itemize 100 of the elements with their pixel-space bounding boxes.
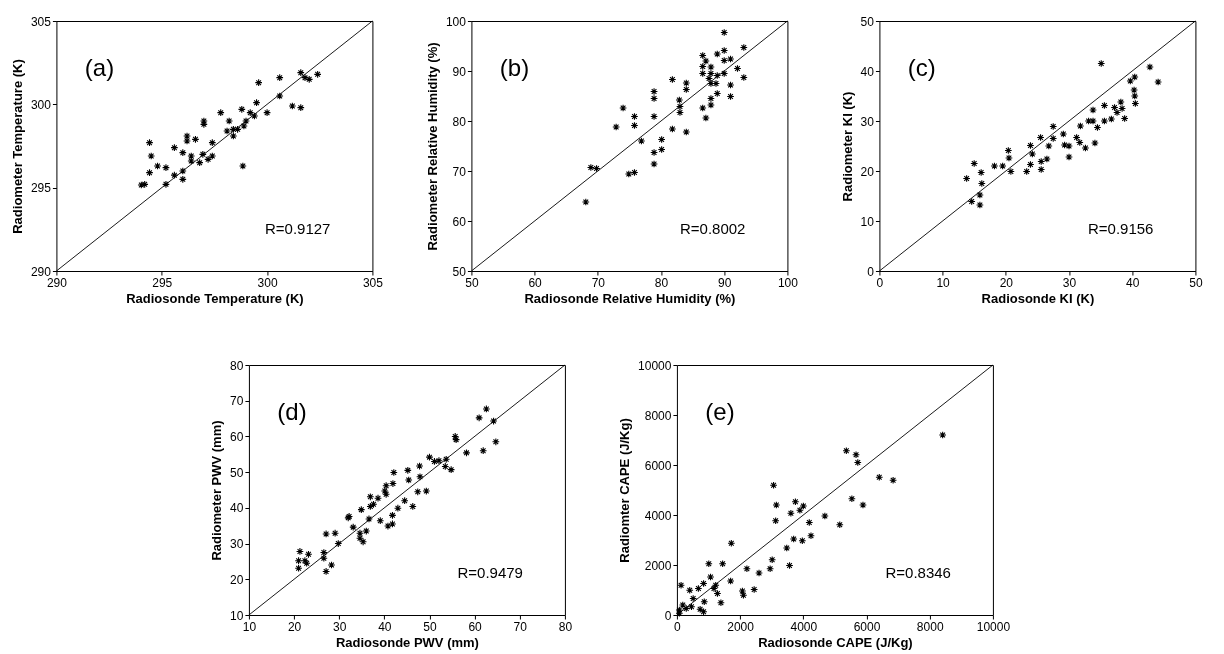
y-tick-label: 0 [664, 608, 672, 623]
point [1065, 153, 1073, 161]
point [768, 555, 777, 564]
point [630, 112, 639, 121]
point [356, 534, 364, 543]
point [294, 564, 303, 573]
point [977, 179, 986, 188]
point [586, 163, 595, 172]
point [717, 598, 725, 607]
point [388, 511, 397, 520]
y-axis-title: Radiometer KI (K) [839, 91, 855, 202]
y-tick-label: 60 [452, 214, 467, 229]
annotation: R=0.9479 [457, 563, 523, 581]
y-axis-title: Radiometer Temperature (K) [9, 59, 25, 234]
point [657, 135, 666, 144]
x-axis-title: Radiosonde CAPE (J/Kg) [758, 634, 913, 650]
point [1060, 141, 1069, 149]
point [376, 516, 385, 525]
point [441, 462, 450, 471]
point [327, 561, 336, 569]
point [422, 487, 431, 495]
y-tick-label: 70 [452, 164, 467, 179]
x-tick-label: 90 [718, 275, 732, 290]
point [699, 607, 708, 616]
y-tick-label: 90 [452, 64, 467, 79]
point [246, 108, 255, 117]
point [766, 564, 775, 573]
point [145, 168, 154, 177]
point [581, 198, 590, 206]
x-tick-label: 10000 [976, 619, 1011, 634]
x-tick-label: 70 [591, 275, 606, 290]
x-tick-label: 10 [936, 275, 951, 290]
y-tick-label: 70 [230, 394, 244, 409]
point [698, 51, 707, 60]
point [701, 57, 710, 65]
point [369, 500, 378, 509]
point [313, 70, 322, 79]
point [706, 573, 715, 581]
annotation: (a) [84, 53, 115, 81]
point [489, 417, 498, 425]
point [1036, 133, 1045, 142]
point [682, 79, 691, 87]
point [726, 577, 735, 585]
point [208, 152, 217, 160]
x-tick-label: 295 [152, 275, 173, 290]
point [782, 544, 791, 552]
point [425, 453, 434, 462]
point [1130, 86, 1139, 94]
point [835, 520, 844, 529]
point [990, 162, 999, 170]
x-axis-title: Radiosonde Temperature (K) [126, 290, 304, 306]
point [592, 164, 601, 173]
x-tick-label: 4000 [790, 619, 818, 634]
point [393, 504, 402, 513]
y-tick-label: 60 [230, 429, 244, 444]
point [1131, 99, 1140, 108]
y-tick-label: 6000 [644, 458, 672, 473]
y-tick-label: 0 [867, 264, 875, 279]
point [720, 28, 729, 37]
point [183, 132, 191, 140]
point [430, 457, 439, 466]
point [977, 168, 986, 177]
point [1044, 142, 1053, 150]
annotation: R=0.8346 [885, 563, 951, 581]
y-tick-label: 50 [860, 14, 875, 29]
y-tick-label: 40 [230, 501, 244, 516]
x-tick-label: 40 [1126, 275, 1140, 290]
point [178, 175, 187, 184]
point [482, 405, 491, 413]
point [275, 92, 284, 100]
point [1075, 138, 1084, 147]
point [727, 539, 736, 548]
y-tick-label: 295 [30, 181, 52, 196]
point [650, 94, 658, 103]
point [1093, 123, 1102, 132]
point [1049, 134, 1058, 143]
point [847, 494, 856, 503]
point [254, 78, 263, 87]
point [408, 502, 417, 511]
point [145, 138, 154, 147]
point [842, 446, 851, 455]
point [967, 197, 976, 206]
y-axis-title: Radiometer PWV (mm) [209, 420, 225, 561]
point [755, 569, 763, 577]
point [739, 43, 748, 52]
point [1154, 78, 1163, 86]
point [785, 561, 794, 570]
point [889, 476, 898, 485]
point [162, 163, 170, 172]
point [242, 117, 250, 125]
point [1130, 92, 1139, 100]
point [170, 171, 179, 180]
point [199, 117, 208, 125]
point [1026, 160, 1035, 169]
point [415, 462, 424, 470]
y-tick-label: 300 [30, 97, 52, 112]
x-tick-label: 10 [242, 619, 257, 634]
x-tick-label: 60 [528, 275, 543, 290]
annotation: R=0.8002 [679, 219, 746, 237]
point [733, 64, 742, 73]
